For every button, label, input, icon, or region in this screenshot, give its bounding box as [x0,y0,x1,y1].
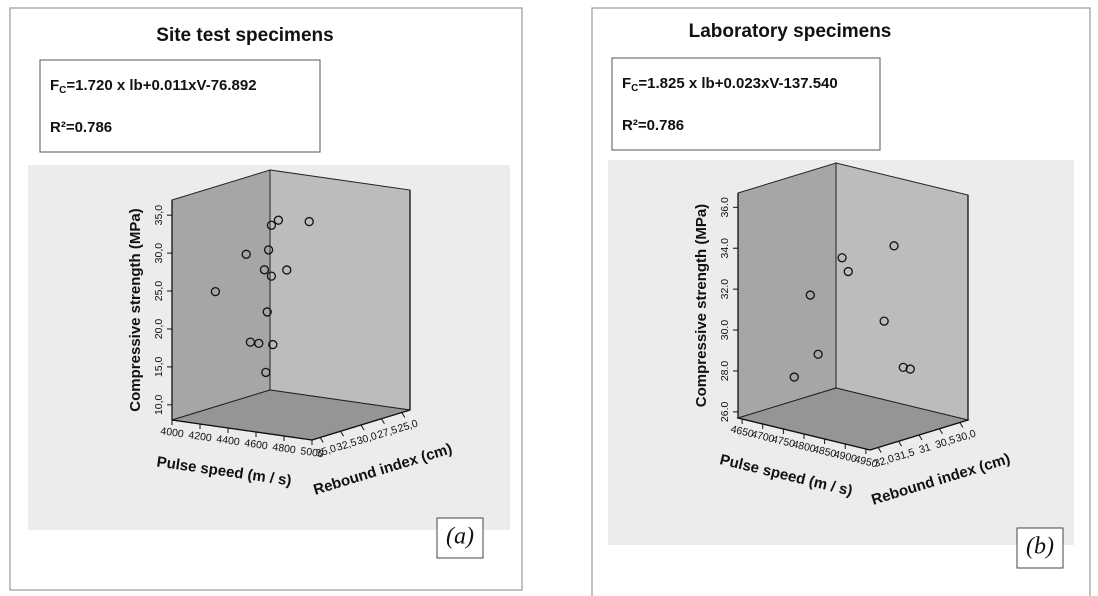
data-point [259,265,270,275]
z-tick [938,428,943,435]
y-tick-label: 10,0 [153,394,165,415]
panel: Site test specimens FC=1.720 x lb+0.011xV… [9,7,523,591]
data-point [813,349,823,359]
data-point [273,215,284,225]
equation-box [39,59,321,153]
x-tick-label: 4600 [244,437,269,452]
y-tick-label: 35,0 [153,205,165,226]
equation-rhs: =1.720 x lb+0.011xV-76.892 [66,77,256,94]
x-tick-label: 5000 [300,445,325,460]
right-wall [835,162,969,421]
x-tick-label: 4750 [771,433,797,450]
data-point [837,253,847,263]
panel-title: Site test specimens [156,25,333,46]
data-point [905,364,915,374]
z-tick [918,434,923,441]
x-tick-label: 4400 [216,433,241,448]
z-tick-label: 32,0 [873,453,896,471]
data-point [241,249,251,259]
data-point [304,216,314,227]
y-axis-label: Compressive strength (MPa) [127,208,144,411]
equation-box [611,57,881,151]
data-point [889,241,899,251]
data-point [268,339,278,350]
data-point [843,266,853,277]
z-tick-label: 30,5 [934,434,957,452]
data-point [789,372,799,382]
equation-sub: C [59,85,66,96]
y-tick-label: 32.0 [719,279,731,300]
panel-title: Laboratory specimens [689,21,892,42]
x-tick-label: 4900 [833,448,859,465]
data-point [282,265,292,275]
x-tick-label: 4700 [750,428,776,445]
data-point [210,286,221,297]
panel-label-box [1016,527,1064,569]
x-tick-label: 4650 [729,423,755,440]
y-tick-label: 36.0 [719,197,731,218]
r-squared: R²=0.786 [50,119,112,136]
z-tick [380,418,385,425]
x-tick-label: 4200 [188,429,213,444]
right-wall [269,169,411,411]
data-point [266,220,277,230]
panel-label-box [436,517,484,559]
panel: Laboratory specimens FC=1.825 x lb+0.023x… [591,7,1091,596]
x-tick-label: 4800 [791,438,817,455]
z-tick-label: 30,0 [355,430,378,448]
y-tick-label: 25,0 [153,281,165,302]
z-tick [877,447,882,453]
y-tick-label: 20,0 [153,319,165,340]
equation: FC=1.720 x lb+0.011xV-76.892 [50,77,257,96]
z-tick [360,424,365,431]
y-tick-label: 28.0 [719,361,731,382]
y-tick-label: 30.0 [719,320,731,341]
data-point [254,338,264,348]
data-point [266,271,277,281]
data-point [898,362,908,373]
x-tick-label: 4850 [812,443,838,460]
y-axis-label: Compressive strength (MPa) [693,204,710,407]
equation: FC=1.825 x lb+0.023xV-137.540 [622,75,838,94]
z-tick [959,422,964,428]
x-tick-label: 4000 [160,425,185,440]
data-point [261,367,271,378]
z-tick [340,430,345,437]
r-squared: R²=0.786 [622,117,684,134]
x-tick-label: 4950 [853,453,879,470]
data-point [805,290,815,300]
data-point [262,307,272,317]
equation-sub: C [631,83,638,94]
x-tick-label: 4800 [272,441,297,456]
z-tick-label: 35,0 [315,443,338,461]
equation-lhs: F [50,77,59,94]
z-tick-label: 25,0 [396,418,419,436]
panel-label: (b) [1026,534,1054,560]
equation-lhs: F [622,75,631,92]
z-tick-label: 32,5 [335,436,358,454]
z-tick-label: 31,5 [893,446,916,464]
panel-label: (a) [446,524,474,550]
data-point [879,316,889,326]
box-edge [171,419,313,441]
z-tick [898,440,903,447]
y-tick-label: 26.0 [719,401,731,422]
equation-rhs: =1.825 x lb+0.023xV-137.540 [638,75,837,92]
left-wall [171,169,271,421]
y-tick-label: 30,0 [153,243,165,264]
z-tick-label: 27,5 [376,424,399,442]
z-tick-label: 31 [918,441,933,456]
data-point [263,245,274,255]
y-tick-label: 15,0 [153,357,165,378]
left-wall [737,162,837,419]
z-tick [319,437,324,443]
z-tick [401,412,406,418]
y-tick-label: 34.0 [719,238,731,259]
z-tick-label: 30,0 [954,428,977,446]
